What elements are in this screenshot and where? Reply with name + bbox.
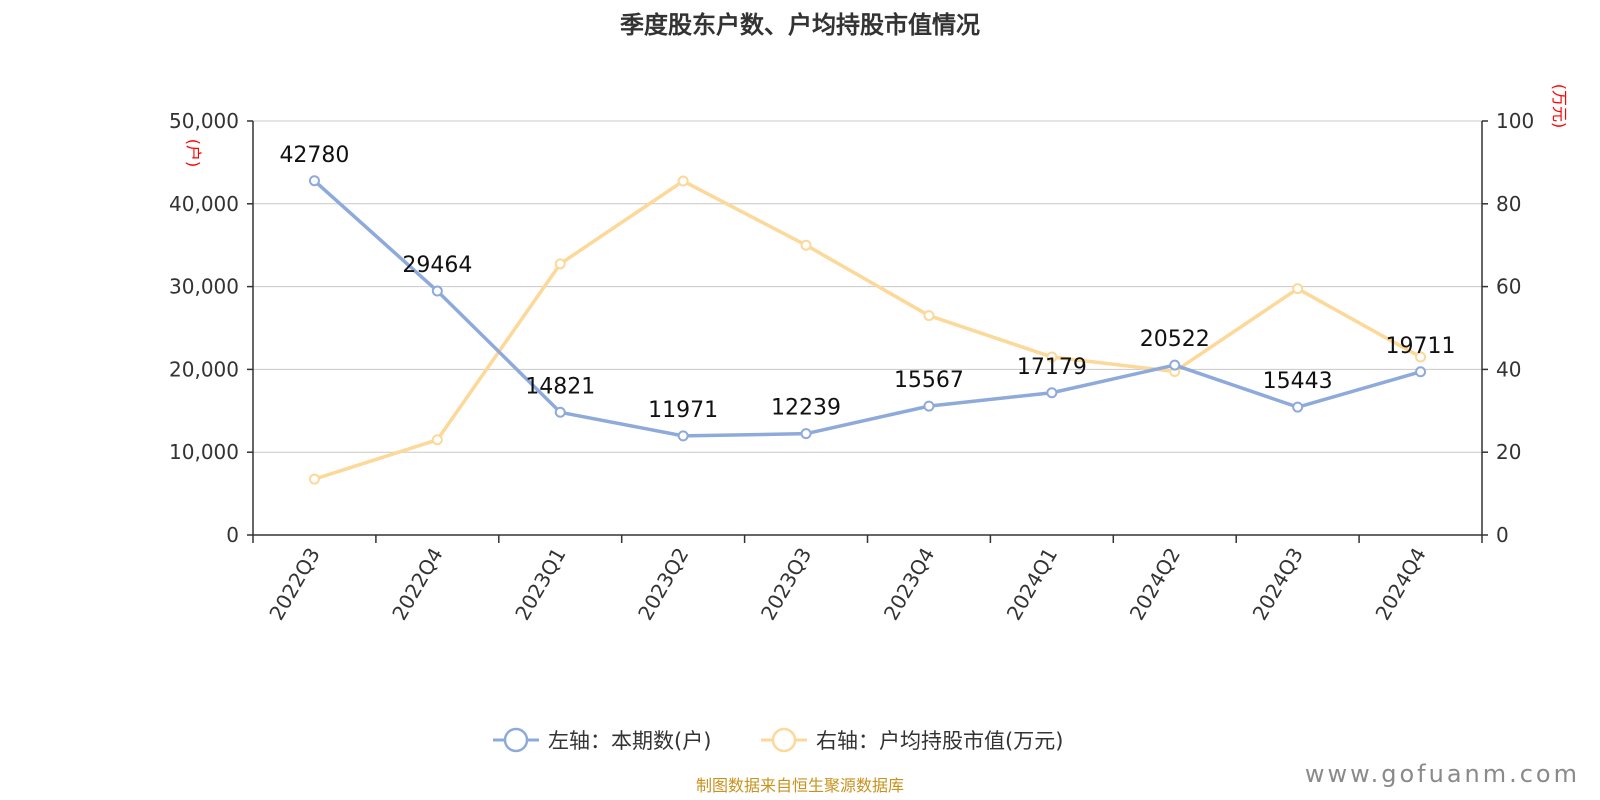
- series-0-data-label: 20522: [1140, 327, 1210, 352]
- series-0-point[interactable]: [554, 406, 566, 418]
- series-0-data-label: 42780: [279, 143, 349, 168]
- series-line-0: [313, 179, 1422, 438]
- left-tick-label: 10,000: [169, 440, 239, 464]
- series-1-point[interactable]: [923, 310, 935, 322]
- legend-item-right[interactable]: 右轴：户均持股市值(万元): [761, 727, 1063, 753]
- series-0-point[interactable]: [1046, 387, 1058, 399]
- legend-circle-icon: [503, 727, 529, 753]
- left-tick-label: 20,000: [169, 357, 239, 381]
- series-0-data-label: 17179: [1017, 355, 1087, 380]
- series-0-point[interactable]: [923, 400, 935, 412]
- legend-item-left[interactable]: 左轴：本期数(户): [493, 727, 711, 753]
- series-0-point[interactable]: [1415, 366, 1427, 378]
- right-tick-label: 100: [1496, 109, 1534, 133]
- data-labels: 42780 29464 14821 11971 12239 15567 17179 20522…: [279, 143, 1455, 423]
- x-tick-label: 2022Q3: [264, 544, 324, 625]
- left-axis-unit: (户): [184, 139, 203, 168]
- series-0-data-label: 29464: [402, 253, 472, 278]
- series-0-data-label: 19711: [1386, 334, 1456, 359]
- series-0-point[interactable]: [431, 285, 443, 297]
- series-line-1: [313, 179, 1422, 481]
- watermark: www.gofuanm.com: [1305, 760, 1580, 788]
- right-tick-label: 20: [1496, 440, 1521, 464]
- left-tick-label: 50,000: [169, 109, 239, 133]
- x-tick-label: 2023Q3: [756, 544, 816, 625]
- legend-label-left: 左轴：本期数(户): [548, 729, 711, 753]
- x-tick-label: 2024Q4: [1370, 544, 1430, 625]
- x-tick-label: 2024Q1: [1002, 544, 1062, 625]
- left-tick-label: 0: [226, 523, 239, 547]
- series-0-data-label: 12239: [771, 396, 841, 421]
- series-0-data-label: 15567: [894, 368, 964, 393]
- series-0-point[interactable]: [677, 430, 689, 442]
- right-tick-label: 40: [1496, 357, 1521, 381]
- x-tick-label: 2024Q2: [1125, 544, 1185, 625]
- series-1-point[interactable]: [1415, 351, 1427, 363]
- series-layer: [308, 175, 1427, 485]
- series-0-data-label: 15443: [1263, 369, 1333, 394]
- grid-lines: [253, 120, 1482, 453]
- x-tick-label: 2024Q3: [1248, 544, 1308, 625]
- series-0-data-label: 11971: [648, 398, 718, 423]
- series-0-point[interactable]: [800, 428, 812, 440]
- right-tick-label: 80: [1496, 192, 1521, 216]
- right-tick-label: 0: [1496, 523, 1509, 547]
- chart-title: 季度股东户数、户均持股市值情况: [620, 11, 980, 39]
- x-tick-label: 2023Q1: [510, 544, 570, 625]
- x-tick-label: 2022Q4: [387, 544, 447, 625]
- series-1-point[interactable]: [308, 473, 320, 485]
- series-1-point[interactable]: [677, 175, 689, 187]
- left-tick-label: 40,000: [169, 192, 239, 216]
- series-0-point[interactable]: [1169, 359, 1181, 371]
- left-tick-label: 30,000: [169, 275, 239, 299]
- series-1-point[interactable]: [554, 258, 566, 270]
- right-axis-unit: (万元): [1550, 84, 1569, 129]
- series-1-point[interactable]: [1046, 351, 1058, 363]
- legend: 左轴：本期数(户) 右轴：户均持股市值(万元): [493, 727, 1063, 753]
- right-tick-label: 60: [1496, 275, 1521, 299]
- legend-label-right: 右轴：户均持股市值(万元): [816, 729, 1063, 753]
- series-0-point[interactable]: [1292, 401, 1304, 413]
- series-1-point[interactable]: [431, 434, 443, 446]
- source-note: 制图数据来自恒生聚源数据库: [696, 776, 904, 795]
- x-tick-label: 2023Q4: [879, 544, 939, 625]
- x-tick-label: 2023Q2: [633, 544, 693, 625]
- axes: 0 10,000 20,000 30,000 40,000 50,000 0 20 40 60 80…: [169, 109, 1534, 624]
- series-0-data-label: 14821: [525, 374, 595, 399]
- series-1-point[interactable]: [800, 239, 812, 251]
- series-1-point[interactable]: [1292, 283, 1304, 295]
- legend-circle-icon: [771, 727, 797, 753]
- series-0-point[interactable]: [308, 175, 320, 187]
